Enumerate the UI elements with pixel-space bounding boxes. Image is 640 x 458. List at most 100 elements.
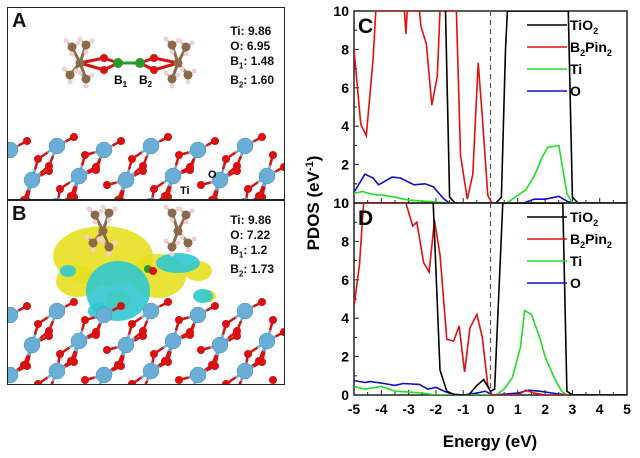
- x-tick-label: 3: [569, 401, 577, 417]
- h-atom: [179, 66, 185, 72]
- charge-value: B1: 1.48: [230, 54, 274, 71]
- o-atom: [117, 362, 125, 370]
- ti-atom: [236, 302, 254, 320]
- ti-o-bond: [26, 190, 31, 199]
- c-atom: [65, 70, 75, 80]
- ti-atom: [23, 336, 41, 354]
- h-atom: [92, 219, 98, 225]
- y-tick-label: 10: [333, 3, 349, 19]
- series-line-b2pin2: [354, 203, 627, 395]
- y-tick-label: 2: [341, 349, 349, 365]
- ti-atom: [95, 366, 113, 384]
- h-atom: [185, 247, 191, 253]
- c-atom: [183, 238, 193, 248]
- o-atom: [34, 320, 42, 328]
- o-atom: [117, 137, 125, 145]
- h-atom: [175, 240, 181, 246]
- c-atom: [173, 226, 183, 236]
- h-atom: [112, 240, 118, 246]
- ti-atom: [8, 141, 19, 159]
- o-atom: [70, 133, 78, 141]
- o-atom: [175, 376, 183, 384]
- x-tick-label: -1: [457, 401, 470, 417]
- o-atom: [186, 328, 194, 336]
- o-atom: [23, 362, 31, 370]
- ti-atom: [8, 366, 19, 384]
- ti-atom: [142, 362, 160, 380]
- panel-a-structure: A B1 B2 Ti O Ti: 9.86 O: 6.95 B1: 1.48 B2: …: [7, 7, 285, 200]
- legend-label-tio2: TiO2: [570, 17, 598, 36]
- series-line-tio2: [444, 11, 627, 203]
- c-atom: [88, 238, 98, 248]
- h-atom: [75, 40, 81, 46]
- c-atom: [81, 40, 91, 50]
- ti-atom: [258, 332, 276, 350]
- o-atom: [244, 185, 252, 193]
- ti-atom: [70, 332, 88, 350]
- h-atom: [169, 49, 175, 55]
- c-atom: [167, 242, 177, 252]
- ti-atom: [236, 137, 254, 155]
- y-axis-label: PDOS (eV-1): [304, 156, 323, 251]
- x-tick-label: 1: [514, 401, 522, 417]
- h-atom: [69, 51, 75, 57]
- ti-atom: [211, 171, 229, 189]
- ti-atom: [189, 141, 207, 159]
- o-atom: [197, 181, 205, 189]
- h-atom: [183, 219, 189, 225]
- o-atom: [70, 193, 78, 199]
- o-atom: [103, 181, 111, 189]
- o-atom: [258, 193, 266, 199]
- o-atom: [164, 358, 172, 366]
- legend-label-tio2: TiO2: [570, 209, 598, 228]
- o-atom: [269, 316, 277, 324]
- h-atom: [163, 70, 169, 76]
- ti-atom: [189, 306, 207, 324]
- o-atom: [70, 358, 78, 366]
- h-atom: [73, 68, 79, 74]
- h-atom: [163, 238, 169, 244]
- o-atom: [92, 163, 100, 171]
- legend-label-o: O: [570, 83, 581, 99]
- o-atom: [23, 137, 31, 145]
- c-atom: [104, 208, 114, 218]
- legend-label-b2pin2: B2Pin2: [570, 231, 612, 250]
- panel-b-charge-density: B Ti: 9.86 O: 7.22 B1: 1.2 B2: 1.73: [7, 200, 285, 385]
- c-atom: [90, 210, 100, 220]
- isosurface-cyan: [193, 289, 213, 303]
- ti-atom: [8, 306, 19, 324]
- o-atom: [103, 346, 111, 354]
- ti-atom: [117, 336, 135, 354]
- x-tick-label: -2: [430, 401, 443, 417]
- ti-atom: [48, 302, 66, 320]
- h-atom: [96, 236, 102, 242]
- o-atom: [45, 332, 53, 340]
- h-atom: [191, 236, 197, 242]
- o-atom: [139, 167, 147, 175]
- o-atom: [197, 346, 205, 354]
- c-atom: [81, 74, 91, 84]
- c-atom: [181, 210, 191, 220]
- h-atom: [100, 238, 106, 244]
- c-atom: [75, 58, 85, 68]
- o-atom: [34, 380, 42, 384]
- o-atom: [186, 163, 194, 171]
- o-atom: [70, 298, 78, 306]
- o-atom: [164, 193, 172, 199]
- ti-atom: [211, 336, 229, 354]
- h-atom: [77, 70, 83, 76]
- charge-value: O: 6.95: [230, 39, 271, 53]
- o-atom: [233, 167, 241, 175]
- h-atom: [179, 234, 185, 240]
- o-atom: [164, 133, 172, 141]
- y-tick-label: 0: [341, 387, 349, 403]
- series-line-o: [354, 173, 627, 203]
- charge-list-a: Ti: 9.86 O: 6.95 B1: 1.48 B2: 1.60: [230, 24, 274, 93]
- o-atom: [128, 155, 136, 163]
- ti-o-bond: [238, 380, 243, 384]
- o-atom: [258, 298, 266, 306]
- o-atom: [211, 137, 219, 145]
- h-atom: [77, 36, 83, 42]
- h-atom: [89, 72, 95, 78]
